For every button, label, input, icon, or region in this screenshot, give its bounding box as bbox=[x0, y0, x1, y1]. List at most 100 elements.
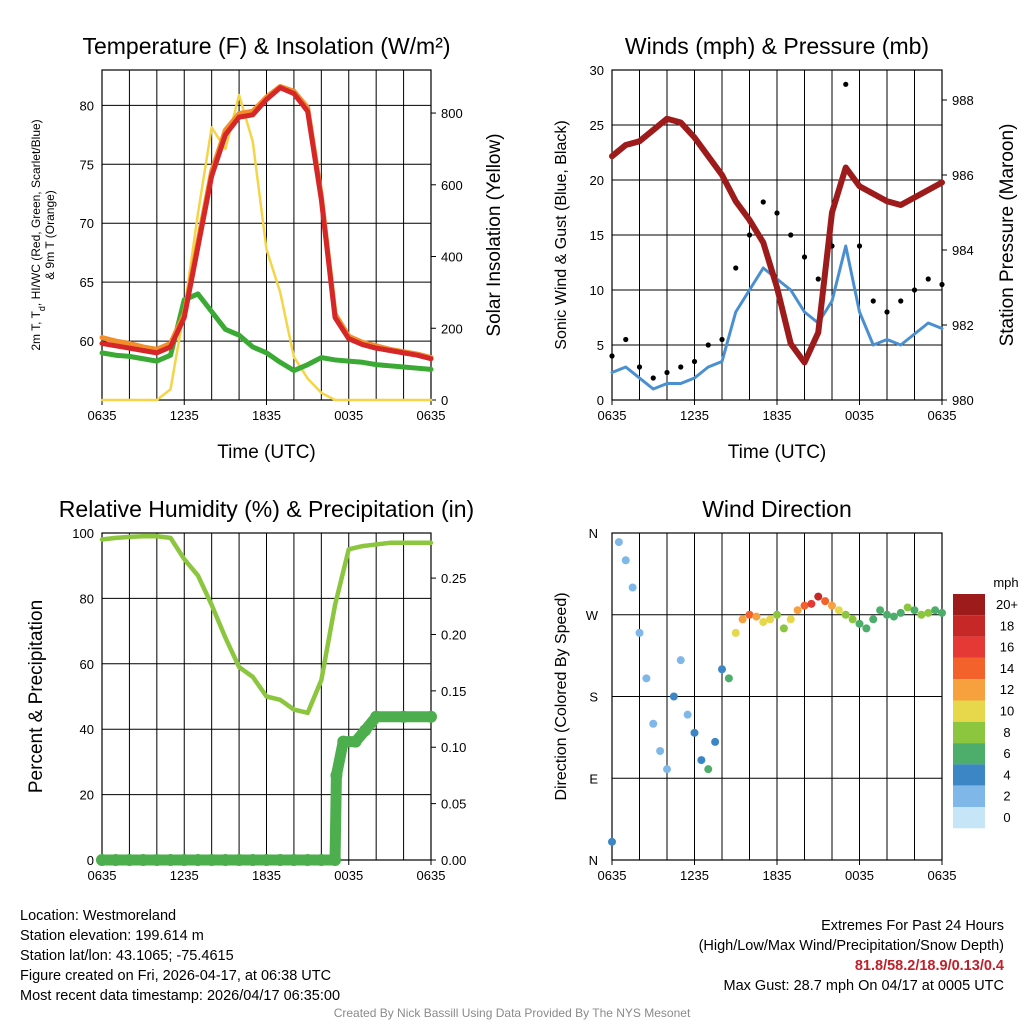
series-line-relative-humidity bbox=[99, 534, 434, 716]
direction-point bbox=[724, 674, 733, 683]
y-axis-label: Percent & Precipitation bbox=[26, 600, 47, 793]
series-point-gust bbox=[760, 199, 766, 205]
y-tick-label: 25 bbox=[590, 118, 604, 133]
x-tick-label: 1835 bbox=[252, 868, 281, 883]
direction-point bbox=[869, 615, 878, 624]
direction-point bbox=[676, 656, 685, 665]
colorbar-level-label: 14 bbox=[1000, 661, 1014, 676]
y-tick-label: 0 bbox=[87, 853, 94, 868]
y-tick-label: 0 bbox=[597, 393, 604, 408]
direction-point bbox=[752, 612, 761, 621]
x-tick-label: 1235 bbox=[680, 868, 709, 883]
direction-point bbox=[917, 610, 926, 619]
y-tick-label: 100 bbox=[72, 526, 94, 541]
colorbar-level-label: 10 bbox=[1000, 704, 1014, 719]
direction-point bbox=[896, 608, 905, 617]
direction-point bbox=[924, 608, 933, 617]
direction-point bbox=[910, 606, 919, 615]
series-line-solar-insolation bbox=[100, 93, 433, 402]
direction-point bbox=[766, 615, 775, 624]
direction-point bbox=[669, 692, 678, 701]
direction-point bbox=[642, 674, 651, 683]
series-point-gust bbox=[705, 342, 711, 348]
y2-tick-label: 600 bbox=[441, 178, 463, 193]
direction-point bbox=[718, 665, 726, 674]
station-info: Location: Westmoreland Station elevation… bbox=[20, 906, 340, 1006]
panel-2: 0635 1235 1835 0035 0635 Winds (mph) & Pressu… bbox=[553, 33, 1018, 463]
x-tick-label: 1835 bbox=[763, 408, 792, 423]
series-point-gust bbox=[664, 369, 670, 376]
direction-point bbox=[828, 601, 836, 610]
extremes-title: Extremes For Past 24 Hours bbox=[821, 918, 1004, 934]
direction-point bbox=[938, 608, 946, 617]
direction-point bbox=[656, 747, 665, 755]
series-point-gust bbox=[884, 309, 890, 315]
y2-axis-label: Station Pressure (Maroon) bbox=[997, 124, 1018, 347]
series-point-gust bbox=[650, 375, 656, 381]
y-tick-label: E bbox=[589, 771, 598, 786]
colorbar-level-label: 20+ bbox=[996, 597, 1018, 612]
y2-tick-label: 980 bbox=[952, 393, 974, 408]
series-point-gust bbox=[691, 358, 698, 365]
x-tick-label: 0635 bbox=[88, 408, 117, 423]
y2-tick-label: 986 bbox=[952, 168, 974, 183]
y2-tick-label: 0 bbox=[441, 393, 448, 408]
series-point-gust bbox=[870, 298, 876, 304]
direction-point bbox=[855, 619, 864, 628]
x-tick-label: 1835 bbox=[763, 868, 792, 883]
x-tick-label: 0035 bbox=[845, 868, 874, 883]
chart-title: Winds (mph) & Pressure (mb) bbox=[625, 33, 929, 59]
extremes-subtitle: (High/Low/Max Wind/Precipitation/Snow De… bbox=[698, 938, 1004, 954]
direction-point bbox=[793, 606, 802, 615]
direction-point bbox=[903, 603, 912, 612]
series-point-gust bbox=[636, 364, 643, 370]
direction-point bbox=[628, 583, 637, 592]
direction-point bbox=[704, 765, 713, 774]
x-tick-label: 0635 bbox=[928, 408, 957, 423]
chart-title: Temperature (F) & Insolation (W/m²) bbox=[82, 33, 450, 59]
colorbar-label: mph bbox=[993, 575, 1018, 590]
y2-tick-label: 982 bbox=[952, 318, 974, 333]
panel-4: 0635 1235 1835 0035 0635 Wind Direction N E S W N D… bbox=[553, 496, 1019, 883]
y-axis-label: Direction (Colored By Speed) bbox=[553, 592, 570, 800]
colorbar-cell bbox=[953, 764, 985, 786]
colorbar-cell bbox=[953, 679, 985, 701]
series-line-2m-t bbox=[99, 85, 434, 362]
x-tick-label: 0635 bbox=[598, 408, 627, 423]
direction-point bbox=[663, 765, 671, 774]
series-point-gust bbox=[815, 276, 821, 282]
colorbar-cell bbox=[953, 594, 985, 616]
direction-point bbox=[834, 606, 843, 615]
series-point-gust bbox=[746, 232, 753, 238]
direction-point bbox=[731, 628, 740, 637]
location-text: Location: Westmoreland bbox=[20, 908, 177, 924]
colorbar-level-label: 8 bbox=[1003, 725, 1010, 740]
direction-point bbox=[635, 628, 644, 637]
colorbar-cell bbox=[953, 636, 985, 658]
direction-point bbox=[621, 556, 630, 565]
extremes-panel: Extremes For Past 24 Hours (High/Low/Max… bbox=[699, 916, 1004, 996]
colorbar-cell bbox=[953, 700, 985, 722]
chart-title: Relative Humidity (%) & Precipitation (i… bbox=[59, 496, 474, 522]
series-point-gust bbox=[733, 265, 739, 271]
series-point-gust bbox=[856, 243, 863, 249]
series-line-td bbox=[99, 291, 434, 374]
x-tick-label: 0635 bbox=[417, 408, 446, 423]
x-tick-label: 1835 bbox=[252, 408, 281, 423]
direction-point bbox=[876, 606, 885, 615]
direction-point bbox=[738, 615, 747, 624]
colorbar-level-label: 0 bbox=[1003, 810, 1010, 825]
colorbar-level-label: 12 bbox=[1000, 682, 1014, 697]
y2-tick-label: 0.00 bbox=[441, 853, 466, 868]
series-point-gust bbox=[678, 364, 684, 370]
credit-text: Created By Nick Bassill Using Data Provi… bbox=[333, 1006, 691, 1020]
y-label-part: , HI/WC (Red, Green, Scarlet/Blue) bbox=[29, 119, 43, 306]
meteogram-charts: 0635 1235 1835 0035 0635 Temperature (F) & In… bbox=[26, 33, 1019, 883]
x-tick-label: 0035 bbox=[845, 408, 874, 423]
direction-point bbox=[779, 624, 788, 633]
series-point-gust bbox=[623, 336, 629, 343]
direction-point bbox=[821, 597, 830, 606]
x-tick-label: 1235 bbox=[680, 408, 709, 423]
y-tick-label: 40 bbox=[80, 722, 94, 737]
y2-tick-label: 0.05 bbox=[441, 797, 466, 812]
